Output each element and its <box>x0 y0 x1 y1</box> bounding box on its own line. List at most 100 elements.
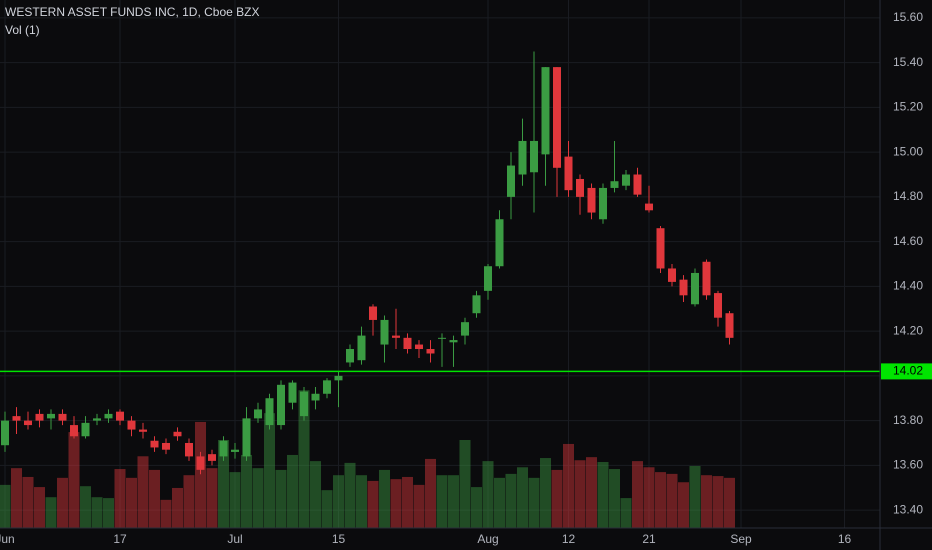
volume-bar <box>11 468 22 528</box>
volume-pane <box>0 390 735 528</box>
volume-bar <box>632 461 643 528</box>
candle-body <box>702 261 711 296</box>
volume-bar <box>57 477 68 528</box>
y-tick-label: 14.20 <box>893 323 923 337</box>
candle-body <box>277 384 285 426</box>
volume-bar <box>390 479 402 528</box>
candle-body <box>35 413 44 421</box>
candle-body <box>196 456 205 470</box>
y-tick-label: 15.40 <box>893 55 923 69</box>
candle-body <box>139 429 147 432</box>
candle-body <box>173 431 182 437</box>
volume-bar <box>402 476 413 528</box>
candle-body <box>334 375 343 381</box>
candle-body <box>162 442 170 450</box>
candle-body <box>311 393 320 401</box>
y-tick-label: 15.60 <box>893 10 923 24</box>
candle-body <box>185 442 193 457</box>
candle-body <box>495 219 504 267</box>
candle-body <box>541 67 550 155</box>
volume-bar <box>287 454 298 528</box>
candle-body <box>104 413 113 419</box>
candle-body <box>622 174 630 186</box>
y-tick-label: 15.20 <box>893 100 923 114</box>
candle-body <box>645 203 653 211</box>
candle-body <box>219 440 228 457</box>
volume-bar <box>436 475 448 528</box>
x-tick-label: 16 <box>838 532 852 546</box>
candle-body <box>656 228 665 269</box>
candle-body <box>518 140 527 175</box>
candle-body <box>691 272 699 305</box>
candle-body <box>449 340 458 343</box>
volume-bar <box>712 476 724 528</box>
candle-body <box>12 416 21 421</box>
volume-label: Vol (1) <box>5 23 40 37</box>
volume-bar <box>34 487 45 528</box>
candle-body <box>426 349 435 354</box>
candle-body <box>380 319 389 345</box>
price-line-label-box <box>881 363 932 380</box>
candle-body <box>553 67 561 168</box>
volume-bar <box>379 469 390 528</box>
volume-bar <box>264 413 275 528</box>
candle-body <box>93 418 101 421</box>
candle-body <box>265 398 274 426</box>
volume-bar <box>517 467 528 528</box>
volume-bar <box>241 454 252 528</box>
candle-body <box>610 181 619 188</box>
volume-bar <box>609 469 620 528</box>
candle-body <box>150 440 159 448</box>
candle-body <box>633 174 642 195</box>
volume-bar <box>563 443 574 528</box>
volume-bar <box>218 440 229 528</box>
x-tick-label: Jun <box>0 532 15 546</box>
candle-body <box>392 335 400 338</box>
y-tick-label: 15.00 <box>893 144 923 158</box>
x-tick-label: 15 <box>332 532 346 546</box>
x-tick-label: Jul <box>227 532 242 546</box>
candle-body <box>587 187 596 213</box>
volume-bar <box>551 469 563 528</box>
volume-bar <box>620 498 632 528</box>
candle-body <box>472 295 481 314</box>
candle-body <box>58 413 67 421</box>
volume-bar <box>126 477 137 528</box>
volume-bar <box>68 432 80 528</box>
volume-bar <box>643 467 655 528</box>
candle-body <box>564 156 573 191</box>
volume-bar <box>471 487 482 528</box>
volume-bar <box>321 490 333 528</box>
candle-body <box>369 306 377 320</box>
candle-body <box>415 344 423 350</box>
candle-body <box>47 413 55 419</box>
volume-bar <box>528 477 540 528</box>
volume-bar <box>413 484 425 528</box>
volume-bar <box>22 476 34 528</box>
volume-bar <box>310 461 321 528</box>
candle-body <box>116 411 124 421</box>
candle-body <box>357 335 366 361</box>
candle-body <box>679 279 688 296</box>
volume-bar <box>137 456 149 528</box>
volume-bar <box>586 457 597 528</box>
volume-bar <box>45 497 57 528</box>
volume-bar <box>540 458 551 528</box>
volume-bar <box>459 440 471 528</box>
volume-bar <box>666 473 678 528</box>
x-tick-label: 12 <box>562 532 576 546</box>
volume-bar <box>655 472 666 528</box>
volume-bar <box>252 468 264 528</box>
volume-bar <box>195 421 206 528</box>
volume-bar <box>160 499 172 528</box>
volume-bar <box>505 473 517 528</box>
volume-bar <box>206 468 218 528</box>
candle-body <box>1 420 9 446</box>
volume-bar <box>149 469 160 528</box>
candle-body <box>438 337 446 339</box>
candle-body <box>231 449 239 452</box>
volume-bar <box>91 497 103 528</box>
candle-body <box>507 165 515 197</box>
candle-body <box>403 337 412 350</box>
